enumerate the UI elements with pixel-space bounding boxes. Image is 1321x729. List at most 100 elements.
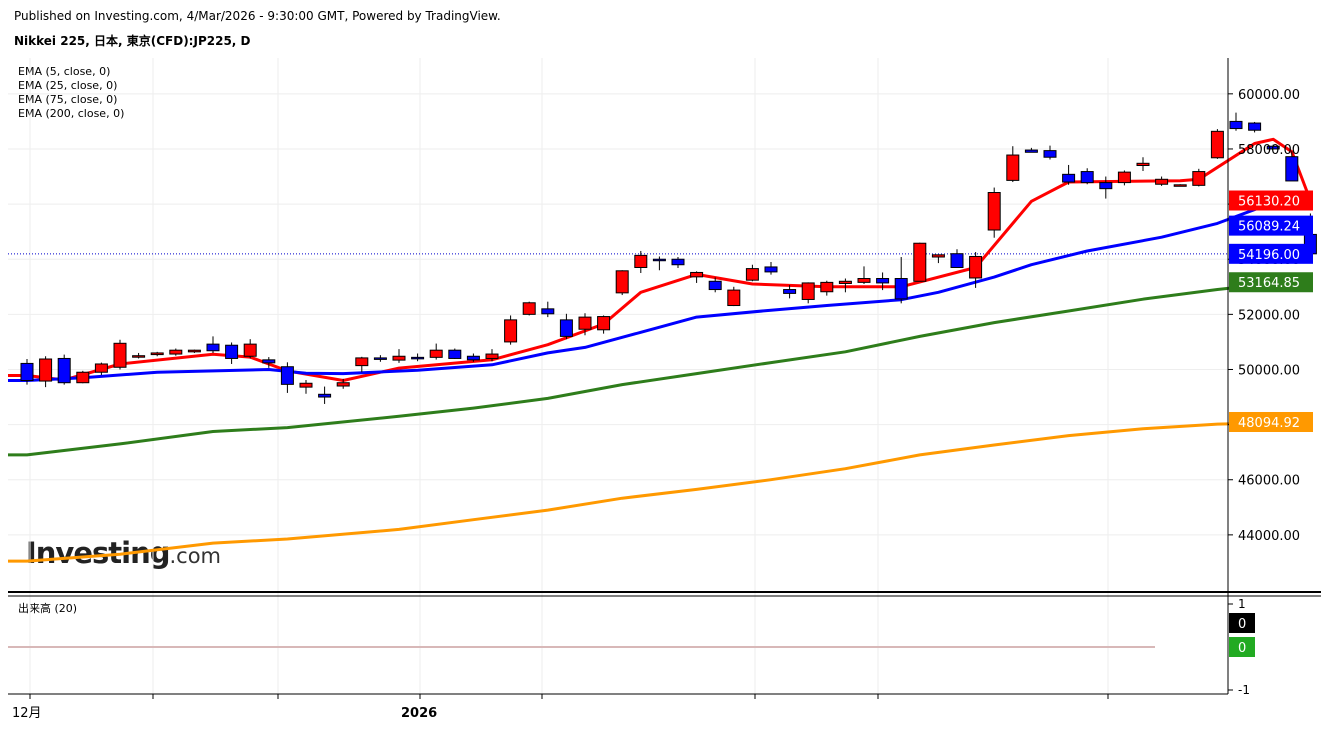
candle [578, 313, 592, 336]
candle-body [1117, 171, 1131, 184]
time-axis: 12月 2026 [8, 693, 1228, 721]
candle [764, 261, 778, 275]
candle [1136, 157, 1150, 172]
legend-ema-75[interactable]: EMA (75, close, 0) [18, 93, 118, 106]
candle-body [318, 393, 332, 398]
candle-body [355, 357, 369, 367]
candle [485, 349, 499, 362]
candle [1099, 176, 1113, 199]
candle [355, 356, 369, 373]
candle-body [392, 355, 406, 361]
indicator-legend[interactable]: EMA (5, close, 0) EMA (25, close, 0) EMA… [18, 65, 124, 121]
candle-body [299, 382, 313, 388]
legend-ema-200[interactable]: EMA (200, close, 0) [18, 107, 125, 120]
candle [76, 370, 90, 384]
candle-body [57, 357, 71, 384]
candle-body [1136, 162, 1150, 167]
candle-body [94, 363, 108, 373]
candle [597, 315, 611, 334]
candle-body [225, 344, 239, 359]
candle-body [1155, 178, 1169, 185]
candle-body [578, 316, 592, 330]
price-label: 54196.00 [1238, 248, 1300, 263]
candle-body [597, 316, 611, 331]
legend-ema-25[interactable]: EMA (25, close, 0) [18, 79, 118, 92]
candle [727, 286, 741, 307]
price-tick-label: 46000.00 [1238, 474, 1300, 489]
price-label-box [1229, 272, 1313, 293]
published-note: Published on Investing.com, 4/Mar/2026 -… [14, 9, 501, 23]
candle-body [206, 343, 220, 352]
candle [1266, 144, 1280, 150]
candle-body [1062, 173, 1076, 183]
candle [1285, 151, 1299, 182]
candles [20, 112, 1317, 404]
legend-ema-5[interactable]: EMA (5, close, 0) [18, 65, 111, 78]
candle-body [913, 242, 927, 282]
candle [448, 348, 462, 360]
candle [429, 343, 443, 360]
candle-body [1285, 156, 1299, 182]
candle [541, 301, 555, 318]
candle-body [671, 258, 685, 266]
price-label: 56130.20 [1238, 195, 1300, 210]
candle [671, 257, 685, 269]
candle-body [876, 278, 890, 284]
candle-body [894, 278, 908, 300]
candle [931, 254, 945, 264]
candle-body [448, 349, 462, 359]
candle-body [615, 270, 629, 294]
volume-label-box [1229, 613, 1255, 633]
candle-body [411, 356, 425, 360]
symbol-title: Nikkei 225, 日本, 東京(CFD):JP225, D [14, 34, 251, 48]
candle-body [950, 253, 964, 268]
candle [94, 362, 108, 375]
candle-body [113, 342, 127, 368]
candle [504, 315, 518, 345]
candle [652, 256, 666, 271]
candle-body [20, 362, 34, 382]
price-tick-label: 58000.00 [1238, 143, 1300, 158]
candle-body [485, 353, 499, 359]
candle-body [1210, 130, 1224, 159]
candle [801, 282, 815, 304]
candle-body [820, 281, 834, 293]
candle-body [132, 355, 146, 358]
candle [150, 351, 164, 357]
candle-body [150, 352, 164, 356]
price-label-box [1229, 243, 1313, 264]
candle [262, 357, 276, 368]
candle-body [727, 289, 741, 307]
candle [1192, 168, 1206, 187]
candle [969, 252, 983, 288]
candle-body [429, 349, 443, 358]
candle-body [1192, 171, 1206, 186]
candle [1210, 129, 1224, 159]
candle-body [801, 282, 815, 300]
price-label: 53164.85 [1238, 276, 1300, 291]
candle [187, 349, 201, 353]
candle-body [987, 192, 1001, 231]
candle-body [969, 255, 983, 279]
candle-body [169, 349, 183, 355]
candle [132, 352, 146, 359]
volume-label: 0 [1238, 641, 1246, 656]
candle [987, 187, 1001, 238]
price-tick-label: 60000.00 [1238, 88, 1300, 103]
price-label: 48094.92 [1238, 416, 1300, 431]
candle-body [1006, 154, 1020, 181]
candle [392, 349, 406, 363]
candle [57, 354, 71, 385]
candle-body [745, 268, 759, 281]
candle-body [652, 258, 666, 262]
candle [1024, 147, 1038, 153]
candle [318, 386, 332, 404]
volume-pane: 1 -1 0 0 [8, 591, 1321, 697]
candle [169, 348, 183, 356]
candle [820, 280, 834, 296]
candle-body [187, 349, 201, 353]
candle-body [466, 355, 480, 361]
candle-body [541, 308, 555, 315]
candle [857, 266, 871, 285]
